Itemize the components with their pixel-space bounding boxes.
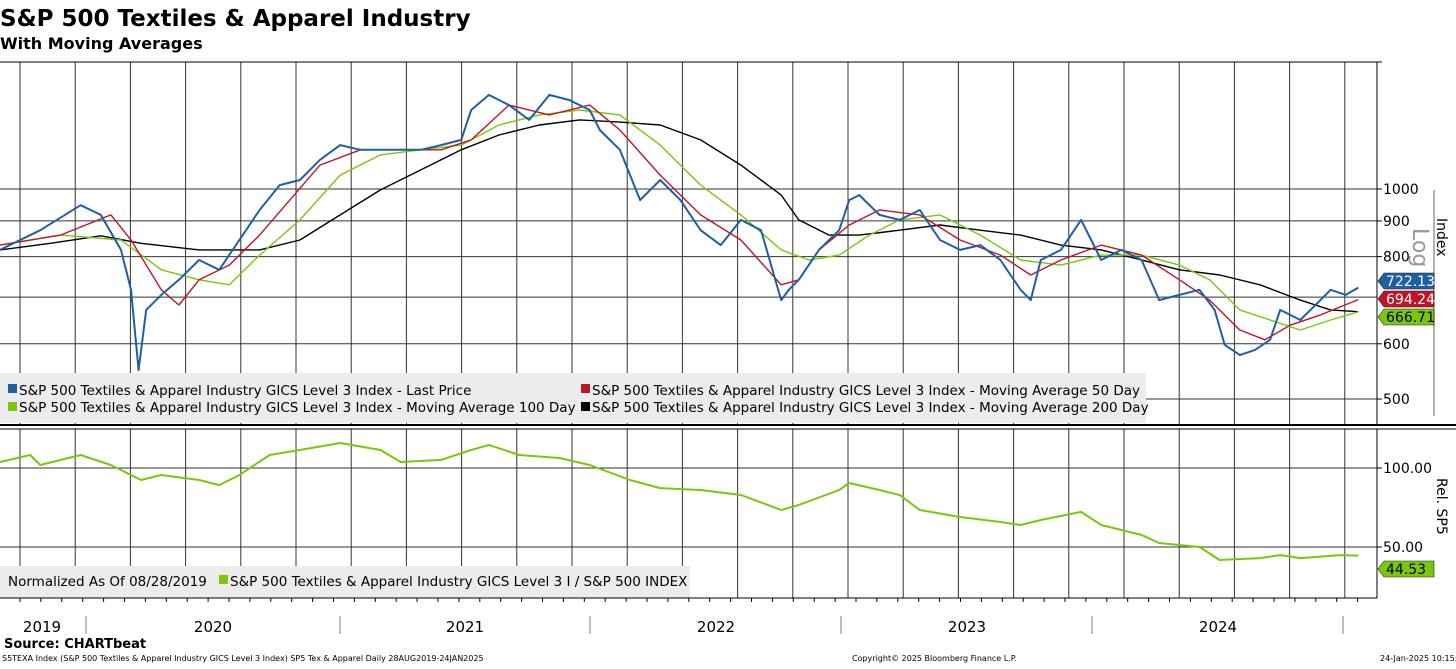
- x-year-label: 2022: [697, 618, 735, 636]
- series-ma-200: [0, 119, 1359, 313]
- source-label: Source: CHARTbeat: [4, 637, 146, 652]
- upper-legend-bg: [0, 373, 1146, 423]
- legend-price: S&P 500 Textiles & Apparel Industry GICS…: [19, 383, 471, 399]
- y-tick-label: 900: [1383, 214, 1410, 230]
- last-value-label: 44.53: [1386, 562, 1426, 578]
- series-relative-sp5: [0, 442, 1359, 561]
- y-tick-label: 800: [1383, 250, 1410, 266]
- lower-y-axis-label: Rel. SP5: [1433, 478, 1449, 535]
- y-tick-label: 1000: [1383, 182, 1419, 198]
- lower-legend-bg: [0, 566, 690, 598]
- y-ticks: 1000 900 800 600 500 100.00 50.00: [1377, 182, 1432, 556]
- legend-swatch-ma100: [8, 402, 17, 411]
- chart-title: S&P 500 Textiles & Apparel Industry: [0, 6, 471, 32]
- last-value-tag: [1377, 560, 1435, 578]
- x-year-label: 2024: [1199, 618, 1237, 636]
- legend-rel: S&P 500 Textiles & Apparel Industry GICS…: [230, 574, 687, 590]
- lower-legend: Normalized As Of 08/28/2019 S&P 500 Text…: [8, 574, 687, 590]
- y-tick-label: 50.00: [1383, 540, 1423, 556]
- last-value-tag: [1377, 290, 1435, 308]
- upper-y-axis-label: Index: [1433, 218, 1449, 257]
- footer-description: S5TEXA Index (S&P 500 Textiles & Apparel…: [2, 654, 484, 663]
- chart-subtitle: With Moving Averages: [0, 34, 203, 53]
- last-value-label: 694.24: [1386, 292, 1435, 308]
- upper-legend: S&P 500 Textiles & Apparel Industry GICS…: [8, 383, 1149, 416]
- x-year-label: 2023: [948, 618, 986, 636]
- x-year-label: 2021: [446, 618, 484, 636]
- series-ma-50: [0, 104, 1359, 341]
- legend-swatch-price: [8, 384, 17, 393]
- series-last-price: [0, 93, 1359, 372]
- y-tick-label: 100.00: [1383, 461, 1432, 477]
- x-year-label: 2019: [23, 618, 61, 636]
- last-value-tags: 722.13 694.24 666.71 44.53: [1377, 272, 1435, 578]
- last-value-label: 666.71: [1386, 310, 1435, 326]
- footer-timestamp: 24-Jan-2025 10:15:33: [1380, 654, 1456, 663]
- last-value-label: 722.13: [1386, 274, 1435, 290]
- log-scale-label: Log: [1407, 228, 1432, 267]
- legend-swatch-ma50: [581, 384, 590, 393]
- last-value-tag: [1377, 272, 1435, 290]
- legend-swatch-rel: [219, 575, 228, 584]
- x-axis: 2019 2020 2021 2022 2023 2024: [19, 598, 1359, 636]
- legend-ma200: S&P 500 Textiles & Apparel Industry GICS…: [592, 400, 1149, 416]
- grid: [0, 62, 1377, 598]
- series-layer: [0, 93, 1359, 561]
- y-tick-label: 500: [1383, 392, 1410, 408]
- series-ma-100: [0, 109, 1359, 331]
- legend-ma50: S&P 500 Textiles & Apparel Industry GICS…: [592, 383, 1140, 399]
- legend-normalized-note: Normalized As Of 08/28/2019: [8, 574, 207, 590]
- footer-copyright: Copyright© 2025 Bloomberg Finance L.P.: [852, 654, 1017, 663]
- legend-swatch-ma200: [581, 402, 590, 411]
- legend-ma100: S&P 500 Textiles & Apparel Industry GICS…: [19, 400, 576, 416]
- y-tick-label: 600: [1383, 337, 1410, 353]
- x-year-label: 2020: [194, 618, 232, 636]
- last-value-tag: [1377, 308, 1435, 326]
